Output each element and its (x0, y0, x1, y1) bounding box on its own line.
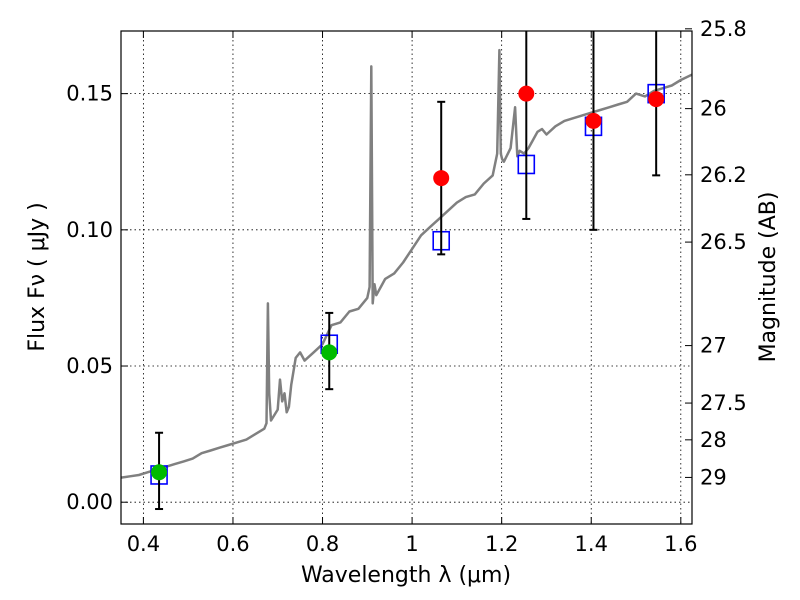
template-spectrum-line (121, 48, 692, 479)
right-tick-label: 26 (700, 97, 727, 121)
plot-marks (121, 31, 692, 511)
right-tick-label: 26.5 (700, 230, 747, 254)
x-axis-label: Wavelength λ (μm) (301, 563, 511, 588)
right-tick-label: 27.5 (700, 391, 747, 415)
flux-point (648, 91, 665, 108)
flux-point (433, 170, 450, 187)
right-tick-label: 28 (700, 428, 727, 452)
plot-background (121, 31, 692, 524)
y-tick-label: 0.10 (66, 218, 113, 242)
right-tick-label: 26.2 (700, 163, 747, 187)
right-tick-label: 29 (700, 465, 727, 489)
y-tick-label: 0.15 (66, 82, 113, 106)
plot-frame (120, 30, 693, 525)
x-tick-label: 1.6 (664, 532, 697, 556)
x-tick-label: 0.6 (216, 532, 249, 556)
x-tick-label: 1.4 (575, 532, 608, 556)
x-tick-label: 0.4 (127, 532, 160, 556)
y-tick-label: 0.00 (66, 490, 113, 514)
x-tick-label: 0.8 (306, 532, 339, 556)
grid-lines (121, 31, 692, 524)
axis-ticks: 0.4 0.6 0.8 1 1.2 1.4 1.6 0.00 0.05 0.10 0.15 25.8 2… (66, 17, 747, 556)
y-axis-label: Flux Fν ( μJy ) (25, 202, 50, 351)
right-tick-label: 27 (700, 334, 727, 358)
right-tick-label: 25.8 (700, 17, 747, 41)
right-axis-label: Magnitude (AB) (756, 192, 781, 363)
y-tick-label: 0.05 (66, 354, 113, 378)
detection-point (151, 464, 168, 481)
detection-point (321, 344, 338, 361)
flux-point (518, 85, 535, 102)
flux-point (585, 112, 602, 129)
x-tick-label: 1.2 (485, 532, 518, 556)
x-tick-label: 1 (405, 532, 418, 556)
